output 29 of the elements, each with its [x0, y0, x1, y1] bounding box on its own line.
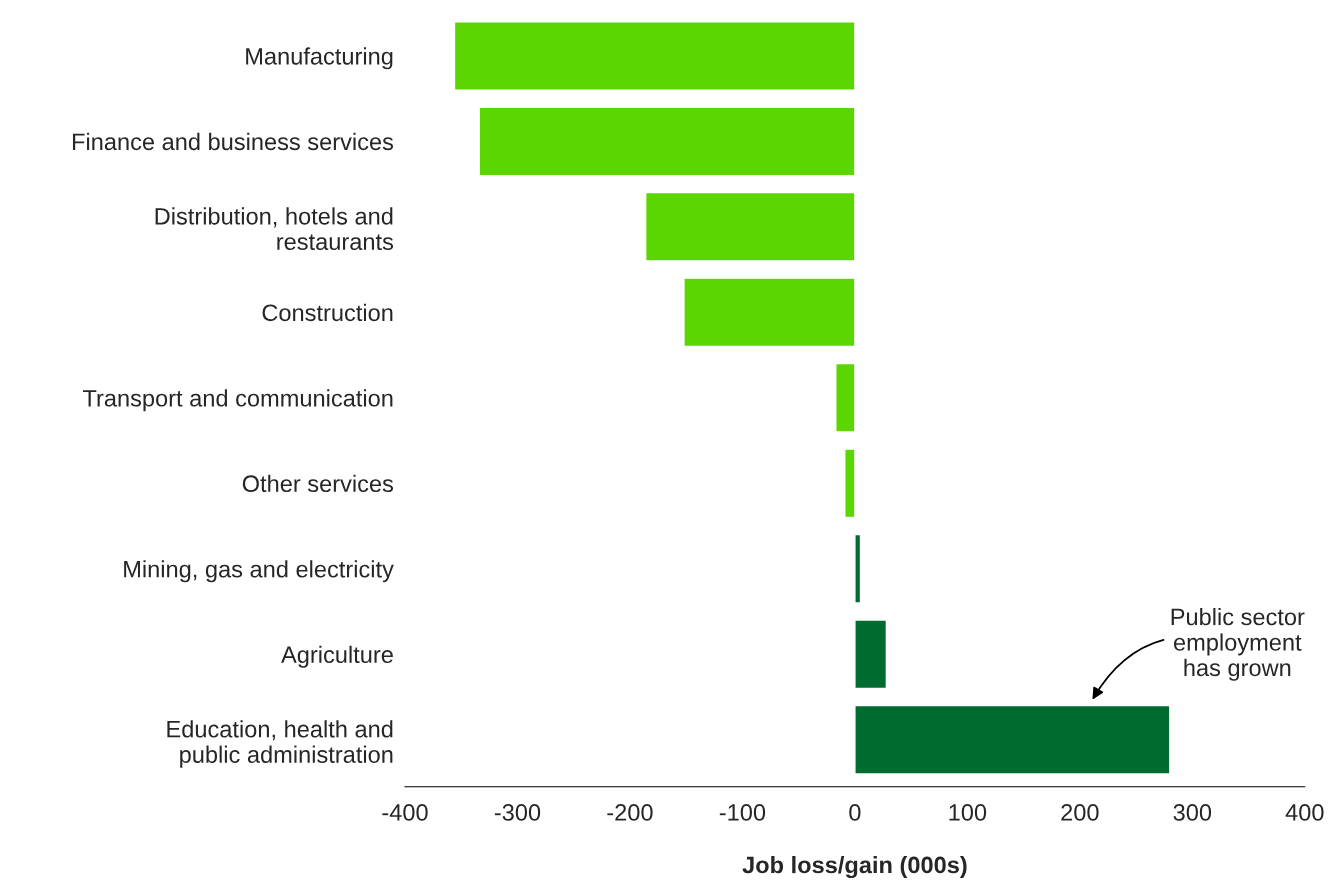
bar: [854, 533, 862, 604]
bar: [644, 191, 856, 262]
y-tick-label: Agriculture: [281, 645, 393, 668]
y-tick-label: Distribution, hotels and restaurants: [155, 207, 394, 251]
x-tick-label: 300: [1173, 804, 1212, 821]
x-tick-label: 100: [949, 804, 987, 821]
bar: [854, 619, 888, 690]
bar: [844, 448, 856, 519]
y-tick-label: Finance and business services: [72, 132, 394, 151]
x-tick-label: 0: [849, 804, 861, 821]
y-tick-label: Transport and communication: [82, 389, 393, 412]
annotation: Public sector employment has grown: [1171, 607, 1305, 681]
x-tick-label: 400: [1285, 804, 1324, 821]
y-tick-label: Other services: [242, 474, 394, 493]
x-tick-label: -200: [607, 804, 653, 821]
x-tick-label: -300: [494, 804, 541, 821]
x-tick-label: 200: [1061, 804, 1099, 821]
bar: [835, 362, 856, 433]
x-axis-title: Job loss/gain (000s): [742, 856, 967, 879]
bar: [854, 704, 1171, 775]
bar: [453, 21, 856, 91]
x-tick-label: -100: [719, 804, 766, 821]
bar: [478, 106, 856, 177]
y-tick-label: Mining, gas and electricity: [124, 560, 394, 583]
bar: [683, 277, 856, 348]
y-tick-label: Manufacturing: [246, 47, 393, 70]
y-tick-label: Construction: [262, 303, 393, 322]
x-tick-label: -400: [382, 804, 428, 821]
y-tick-label: Education, health and public administration: [167, 720, 393, 768]
